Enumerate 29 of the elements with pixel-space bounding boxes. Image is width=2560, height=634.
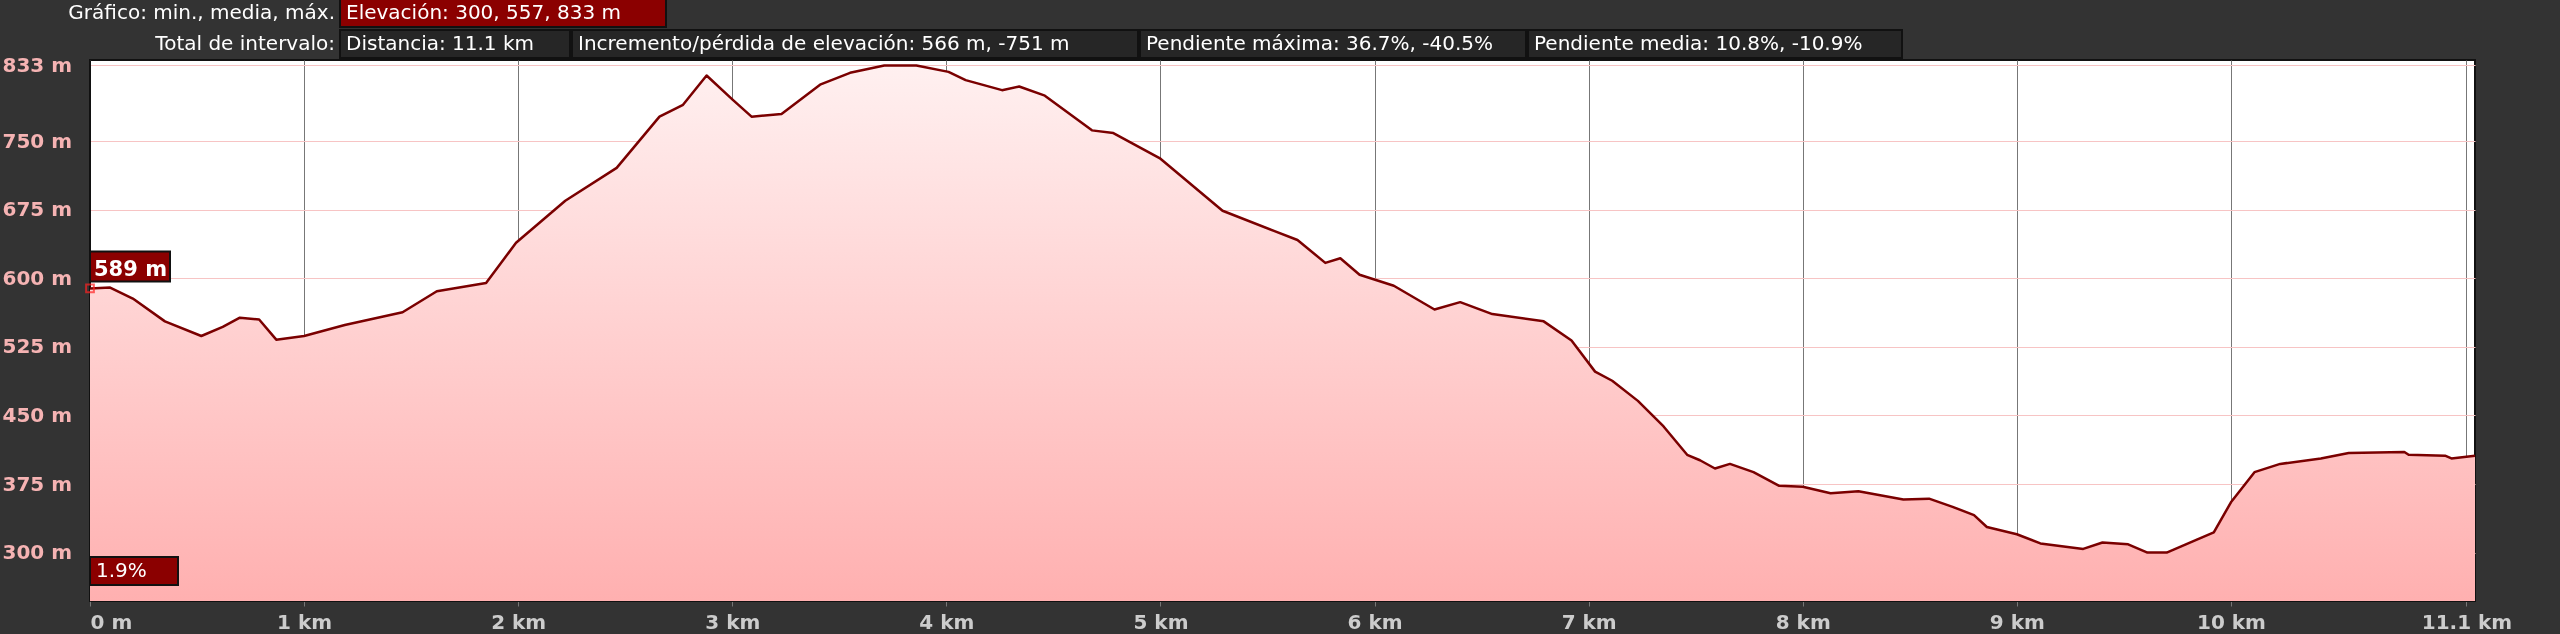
text: Distancia: 11.1 km bbox=[346, 31, 535, 55]
text: Pendiente media: 10.8%, -10.9% bbox=[1534, 31, 1863, 55]
y-tick-label: 300 m bbox=[2, 540, 73, 565]
x-tick-label: 11.1 km bbox=[2421, 609, 2513, 634]
y-tick-label: 750 m bbox=[2, 128, 73, 153]
y-tick-label: 525 m bbox=[2, 334, 73, 359]
y-tick-label: 675 m bbox=[2, 197, 73, 222]
annotation: 589 m bbox=[94, 257, 168, 282]
y-tick-label: 600 m bbox=[2, 265, 73, 290]
y-tick-label: 450 m bbox=[2, 402, 73, 427]
x-tick-label: 1 km bbox=[277, 609, 333, 634]
text: Pendiente máxima: 36.7%, -40.5% bbox=[1146, 31, 1494, 55]
x-tick-label: 3 km bbox=[705, 609, 761, 634]
x-tick-label: 9 km bbox=[1989, 609, 2045, 634]
y-tick-label: 833 m bbox=[2, 52, 73, 77]
x-tick-label: 6 km bbox=[1347, 609, 1403, 634]
x-tick-label: 7 km bbox=[1561, 609, 1617, 634]
text: Total de intervalo: bbox=[154, 31, 335, 55]
text: Elevación: 300, 557, 833 m bbox=[346, 0, 621, 24]
annotation: 1.9% bbox=[96, 558, 147, 582]
x-tick-label: 10 km bbox=[2196, 609, 2266, 634]
x-tick-label: 5 km bbox=[1133, 609, 1189, 634]
text: Gráfico: min., media, máx. bbox=[68, 0, 335, 24]
text: Incremento/pérdida de elevación: 566 m, -751 m bbox=[578, 31, 1070, 55]
x-tick-label: 4 km bbox=[919, 609, 975, 634]
x-tick-label: 8 km bbox=[1775, 609, 1831, 634]
x-tick-label: 2 km bbox=[491, 609, 547, 634]
x-tick-label: 0 m bbox=[90, 609, 133, 634]
y-tick-label: 375 m bbox=[2, 471, 73, 496]
